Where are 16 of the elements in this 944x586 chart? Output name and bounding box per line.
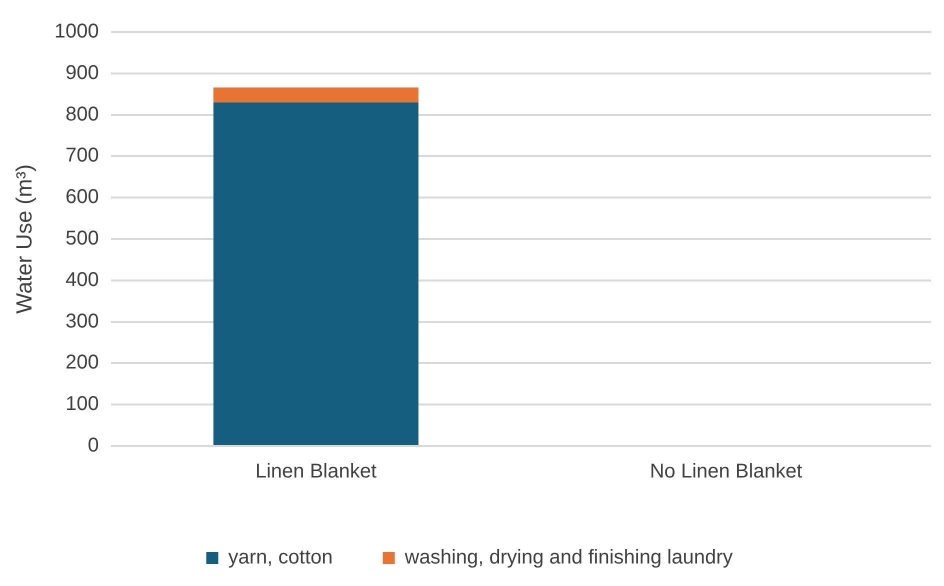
y-tick-label: 600	[66, 186, 99, 208]
legend-label: yarn, cotton	[228, 546, 333, 569]
legend-label: washing, drying and finishing laundry	[404, 546, 733, 569]
y-tick-label: 900	[66, 62, 99, 84]
y-tick-label: 0	[88, 434, 99, 457]
y-tick-label: 800	[66, 103, 99, 126]
y-tick-label: 1000	[54, 20, 99, 43]
y-tick-label: 500	[66, 228, 99, 250]
y-tick-label: 300	[66, 310, 99, 332]
y-tick-label: 400	[66, 268, 99, 291]
y-tick-label: 100	[66, 393, 99, 416]
x-tick-label: No Linen Blanket	[650, 460, 803, 483]
y-tick-label: 700	[66, 144, 99, 167]
y-tick-label: 200	[66, 352, 99, 374]
x-tick-label: Linen Blanket	[255, 460, 377, 483]
y-axis-title: Water Use (m³)	[11, 164, 36, 314]
